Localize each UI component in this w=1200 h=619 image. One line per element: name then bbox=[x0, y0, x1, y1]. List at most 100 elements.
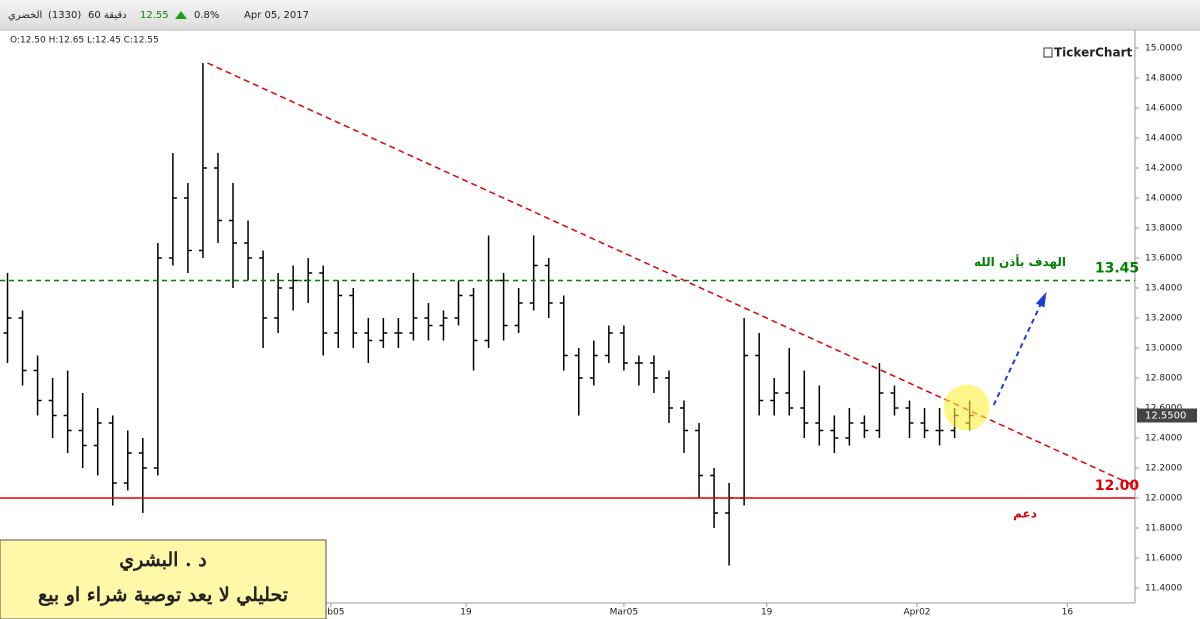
candle bbox=[920, 408, 929, 438]
candle bbox=[409, 273, 418, 341]
candle bbox=[529, 235, 538, 311]
candle bbox=[680, 400, 689, 453]
y-tick-label: 15.0000 bbox=[1145, 44, 1182, 54]
candle bbox=[349, 288, 358, 348]
interval: 60 دقيقة bbox=[88, 10, 127, 21]
candle bbox=[890, 385, 899, 416]
candle bbox=[274, 273, 283, 333]
candle bbox=[229, 183, 238, 288]
ohlc-label: O:12.50 H:12.65 L:12.45 C:12.55 bbox=[10, 36, 159, 46]
candle bbox=[664, 370, 673, 423]
candle bbox=[439, 310, 448, 341]
candle bbox=[830, 415, 839, 453]
candle bbox=[198, 63, 207, 258]
brand-icon bbox=[1043, 47, 1053, 58]
x-tick-label: 16 bbox=[1062, 608, 1074, 618]
y-tick-label: 13.6000 bbox=[1145, 254, 1182, 264]
candle bbox=[649, 355, 658, 393]
brand: TickerChart bbox=[1054, 46, 1132, 60]
symbol-name: الخضري bbox=[8, 10, 42, 21]
candle bbox=[785, 348, 794, 416]
candle bbox=[860, 415, 869, 438]
support-text: دعم bbox=[1013, 507, 1037, 521]
candle bbox=[394, 318, 403, 348]
y-tick-label: 12.4000 bbox=[1145, 434, 1182, 444]
candle bbox=[935, 408, 944, 446]
y-tick-label: 14.0000 bbox=[1145, 194, 1182, 204]
symbol-code: (1330) bbox=[48, 10, 81, 21]
x-tick-label: Apr02 bbox=[904, 608, 931, 618]
candle bbox=[544, 258, 553, 318]
target-arrow bbox=[992, 295, 1046, 406]
arrow-head bbox=[1035, 291, 1047, 308]
candle bbox=[319, 265, 328, 356]
candle bbox=[93, 408, 102, 476]
note-box bbox=[0, 539, 327, 619]
candle bbox=[48, 378, 57, 438]
plot: 11.4000 11.6000 11.8000 12.0000 12.2000 12.40… bbox=[0, 44, 1182, 618]
candle bbox=[334, 280, 343, 348]
candle bbox=[183, 183, 192, 273]
support-label: 12.00 bbox=[1095, 478, 1140, 494]
target-text: الهدف بأذن الله bbox=[974, 254, 1066, 269]
change: 0.8% bbox=[194, 10, 219, 21]
y-tick-label: 13.0000 bbox=[1145, 344, 1182, 354]
candle bbox=[559, 295, 568, 371]
up-arrow bbox=[175, 11, 187, 19]
header-bar bbox=[0, 0, 1200, 30]
candle bbox=[289, 265, 298, 311]
candle bbox=[138, 438, 147, 513]
candle bbox=[379, 318, 388, 348]
candle bbox=[484, 235, 493, 348]
x-tick-label: 19 bbox=[460, 608, 472, 618]
candle bbox=[123, 430, 132, 491]
price: 12.55 bbox=[140, 10, 169, 21]
candle bbox=[815, 385, 824, 446]
candle bbox=[514, 288, 523, 333]
candle bbox=[695, 423, 704, 498]
candle bbox=[108, 415, 117, 506]
candle bbox=[800, 370, 809, 438]
y-tick-label: 13.4000 bbox=[1145, 284, 1182, 294]
y-tick-label: 14.4000 bbox=[1145, 134, 1182, 144]
candle bbox=[770, 378, 779, 416]
candle bbox=[499, 273, 508, 341]
y-tick-label: 13.2000 bbox=[1145, 314, 1182, 324]
x-tick-label: 19 bbox=[761, 608, 773, 618]
candle bbox=[875, 363, 884, 438]
candle bbox=[604, 325, 613, 363]
y-tick-label: 14.8000 bbox=[1145, 74, 1182, 84]
target-label: 13.45 bbox=[1095, 261, 1139, 277]
candle bbox=[63, 370, 72, 453]
y-tick-label: 11.6000 bbox=[1145, 554, 1182, 564]
candle bbox=[634, 355, 643, 386]
candle bbox=[153, 243, 162, 476]
trendline bbox=[207, 62, 1136, 487]
y-tick-label: 12.2000 bbox=[1145, 464, 1182, 474]
candle bbox=[755, 333, 764, 416]
candle bbox=[454, 280, 463, 326]
candle bbox=[244, 220, 253, 281]
note-line: تحليلي لا يعد توصية شراء او بيع bbox=[38, 584, 288, 607]
y-tick-label: 12.8000 bbox=[1145, 374, 1182, 384]
candle bbox=[259, 250, 268, 348]
last-price-label: 12.5500 bbox=[1145, 411, 1186, 422]
candle bbox=[740, 318, 749, 506]
y-tick-label: 12.0000 bbox=[1145, 494, 1182, 504]
x-tick-label: Feb05 bbox=[317, 608, 344, 618]
candle bbox=[3, 273, 12, 363]
y-tick-label: 13.8000 bbox=[1145, 224, 1182, 234]
candle bbox=[78, 393, 87, 468]
candle bbox=[168, 153, 177, 266]
candle bbox=[845, 408, 854, 446]
candle bbox=[574, 348, 583, 416]
x-tick-label: Mar05 bbox=[610, 608, 638, 618]
candle bbox=[213, 153, 222, 243]
y-tick-label: 14.6000 bbox=[1145, 104, 1182, 114]
candle bbox=[589, 340, 598, 386]
y-tick-label: 11.8000 bbox=[1145, 524, 1182, 534]
candle bbox=[469, 288, 478, 371]
highlight bbox=[943, 384, 990, 431]
candle bbox=[619, 325, 628, 371]
y-tick-label: 11.4000 bbox=[1145, 584, 1182, 594]
